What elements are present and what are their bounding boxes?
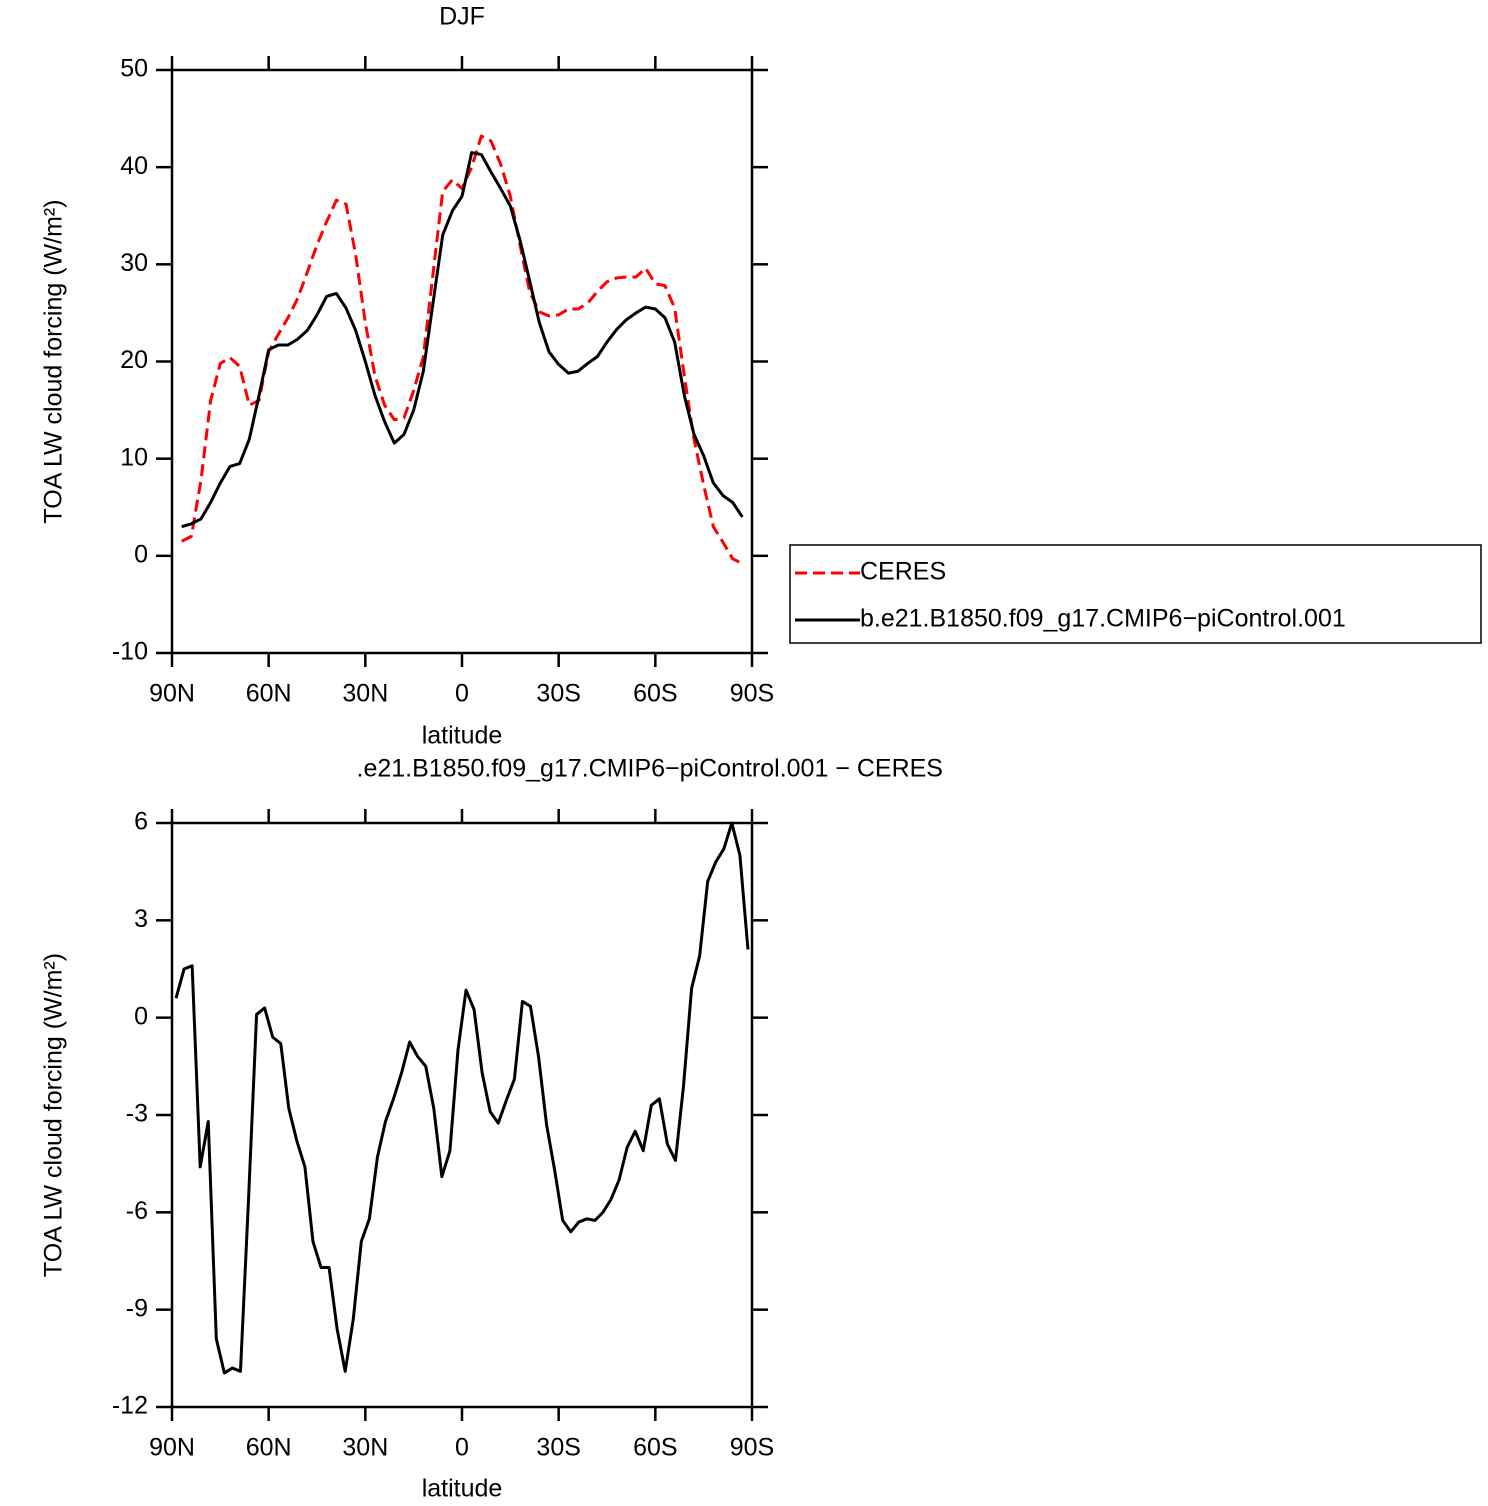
y-tick-label: -12 [112,1392,148,1420]
x-tick-label: 60N [246,1434,292,1462]
y-tick-label: 0 [134,540,148,568]
x-tick-label: 90S [730,1434,774,1462]
data-line [180,134,744,565]
y-axis-label: TOA LW cloud forcing (W/m²) [40,953,68,1277]
y-tick-label: -6 [126,1197,148,1225]
x-tick-label: 30S [536,1434,580,1462]
y-axis-label: TOA LW cloud forcing (W/m²) [40,199,68,523]
y-tick-label: 0 [134,1002,148,1030]
x-tick-label: 30N [342,680,388,708]
x-tick-label: 0 [455,1434,469,1462]
y-tick-label: -10 [112,638,148,666]
x-tick-label: 90N [149,680,195,708]
x-tick-label: 60S [633,1434,677,1462]
legend-box [789,544,1482,644]
data-line [181,151,744,529]
y-tick-label: 30 [120,249,148,277]
x-axis-label: latitude [422,1475,503,1503]
chart-title: DJF [439,3,485,31]
y-tick-label: 10 [120,443,148,471]
y-tick-label: 3 [134,905,148,933]
plot-frame [170,68,754,655]
x-tick-label: 90S [730,680,774,708]
y-tick-label: -3 [126,1100,148,1128]
x-tick-label: 0 [455,680,469,708]
x-axis-label: latitude [422,722,503,750]
x-tick-label: 60S [633,680,677,708]
plot-frame [170,821,754,1409]
x-tick-label: 30N [342,1434,388,1462]
chart-title: .e21.B1850.f09_g17.CMIP6−piControl.001 −… [357,755,944,783]
x-tick-label: 30S [536,680,580,708]
legend-label: CERES [860,558,946,586]
data-line [174,821,750,1375]
x-tick-label: 90N [149,1434,195,1462]
y-tick-label: 40 [120,152,148,180]
x-tick-label: 60N [246,680,292,708]
y-tick-label: -9 [126,1294,148,1322]
y-tick-label: 6 [134,808,148,836]
legend-label: b.e21.B1850.f09_g17.CMIP6−piControl.001 [860,605,1346,633]
y-tick-label: 20 [120,346,148,374]
y-tick-label: 50 [120,55,148,83]
